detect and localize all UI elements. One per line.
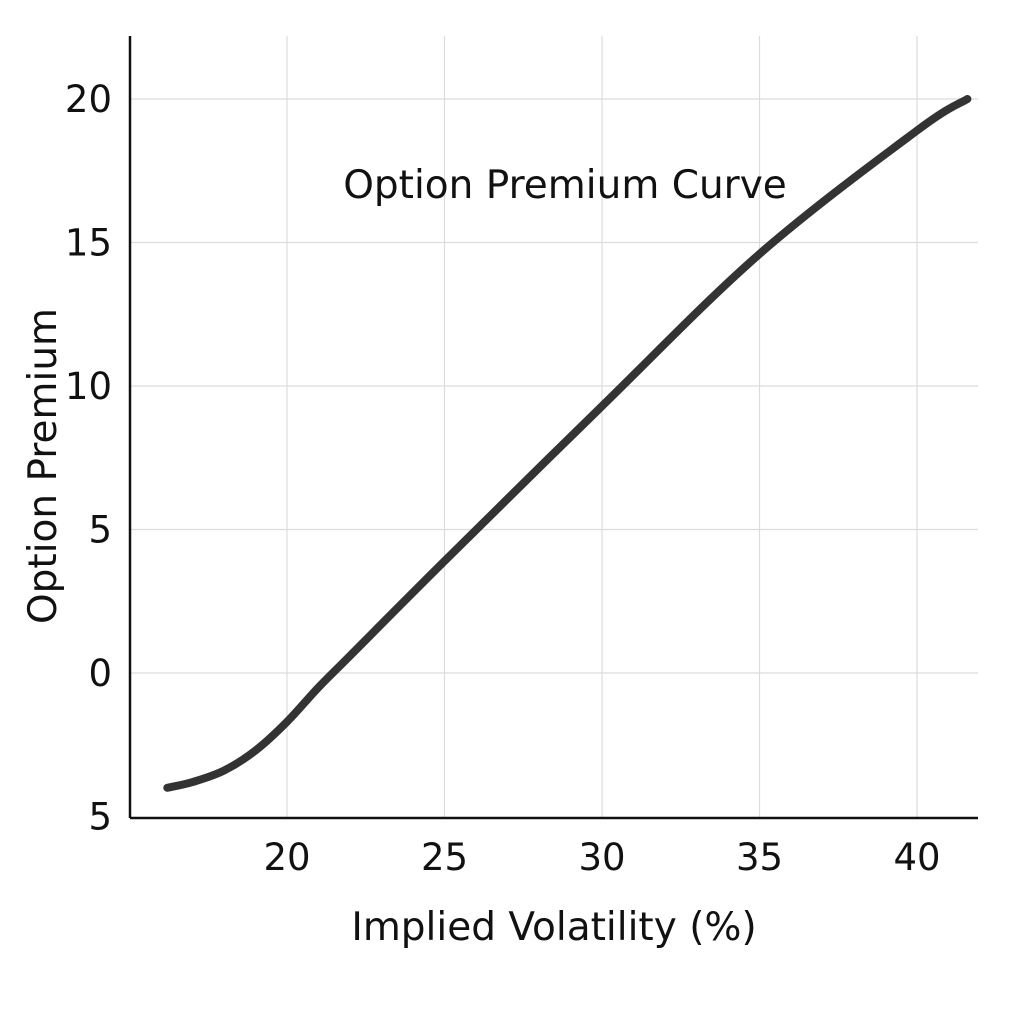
y-tick-label: 10 xyxy=(65,365,112,408)
x-tick-label: 30 xyxy=(578,836,625,879)
x-tick-label: 25 xyxy=(421,836,468,879)
chart-title: Option Premium Curve xyxy=(343,163,787,208)
y-tick-label: 0 xyxy=(88,652,112,695)
axes xyxy=(128,36,978,820)
y-tick-label: 15 xyxy=(65,222,112,265)
x-tick-label: 35 xyxy=(736,836,783,879)
y-axis-label: Option Premium xyxy=(21,308,66,624)
y-tick-label: 5 xyxy=(88,796,112,839)
x-tick-label: 20 xyxy=(263,836,310,879)
y-tick-label: 5 xyxy=(88,509,112,552)
x-axis-label: Implied Volatility (%) xyxy=(351,905,756,950)
y-tick-label: 20 xyxy=(65,78,112,121)
x-tick-labels: 20 25 30 35 40 xyxy=(263,836,940,879)
grid xyxy=(130,36,978,818)
x-tick-label: 40 xyxy=(893,836,940,879)
y-tick-labels: 20 15 10 5 0 5 xyxy=(65,78,112,839)
series-line xyxy=(163,95,972,792)
